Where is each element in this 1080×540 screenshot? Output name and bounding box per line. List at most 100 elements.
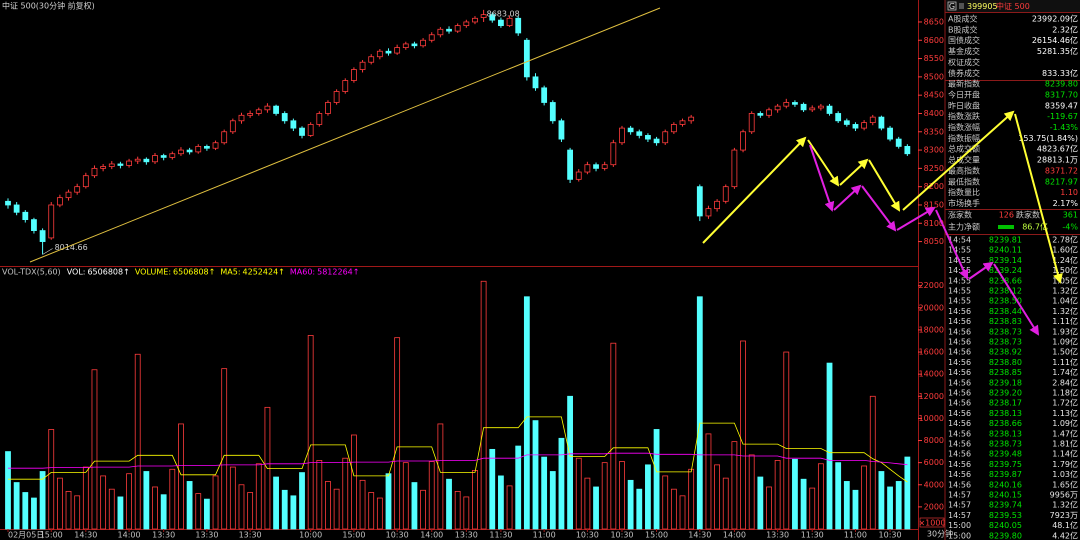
tick-price: 8239.75: [989, 460, 1022, 469]
tick-time: 14:56: [948, 348, 971, 357]
ma-line: [8, 416, 908, 483]
x-tick-label: 10:30: [610, 531, 633, 540]
tick-volume: 1.05亿: [1052, 275, 1078, 285]
chart-title: 中证 500(30分钟 前复权): [2, 1, 95, 11]
tick-price: 8239.81: [989, 236, 1022, 245]
volume-bar: [783, 351, 790, 530]
tick-time: 14:56: [948, 399, 971, 408]
legend-name: VOLUME:: [135, 268, 171, 277]
candle-body: [238, 114, 245, 122]
unit-box: [919, 517, 945, 528]
x-tick-label: 14:00: [723, 531, 746, 540]
candle-body: [359, 61, 366, 70]
decliners: 361: [1063, 211, 1078, 220]
arrow: [868, 159, 901, 212]
tick-price: 8240.15: [989, 491, 1022, 500]
tick-time: 15:00: [948, 531, 971, 540]
tick-time: 14:56: [948, 317, 971, 326]
stat-label: 最高指数: [948, 165, 980, 175]
candle-body: [108, 163, 115, 167]
candle-body: [195, 146, 202, 153]
candle-body: [31, 219, 37, 231]
stat-label: 总成交量: [948, 155, 980, 165]
x-tick-label: 10:30: [879, 531, 902, 540]
candle-body: [126, 160, 132, 166]
tick-volume: 1.11亿: [1052, 357, 1078, 367]
tick-time: 14:56: [948, 409, 971, 418]
tick-price: 8239.20: [989, 389, 1022, 398]
y-tick-label: 16000: [919, 348, 944, 357]
candle-body: [852, 124, 859, 129]
y-tick-label: 20000: [919, 303, 944, 312]
candle-body: [523, 39, 530, 78]
volume-bar: [774, 460, 781, 530]
tick-time: 14:56: [948, 378, 971, 387]
y-tick-label: 8550: [924, 54, 944, 63]
volume-bar: [498, 475, 504, 530]
volume-bar: [817, 463, 824, 530]
candle-body: [307, 124, 314, 136]
volume-bar: [178, 423, 184, 530]
candle-body: [835, 113, 842, 122]
volume-bar: [152, 486, 158, 530]
code-badge-box[interactable]: [947, 1, 957, 11]
arrow: [861, 185, 897, 232]
net-flow-label: 主力净额: [948, 222, 980, 232]
candle-body: [515, 17, 522, 34]
volume-bar: [679, 495, 686, 530]
volume-bar: [255, 463, 262, 530]
x-tick-label: 02月05日: [8, 531, 44, 540]
candle-body: [696, 186, 703, 217]
volume-bar: [13, 482, 20, 530]
candle-body: [748, 113, 755, 133]
tick-time: 14:56: [948, 419, 971, 428]
candle-body: [541, 87, 548, 103]
tick-time: 14:55: [948, 246, 971, 255]
volume-bar: [247, 492, 254, 530]
tick-price: 8239.87: [989, 470, 1022, 479]
tick-time: 14:57: [948, 491, 971, 500]
stat-value: 2.17%: [1053, 199, 1079, 208]
legend-name: MA5:: [220, 268, 240, 277]
candle-body: [134, 158, 141, 162]
tick-price: 8238.83: [989, 317, 1022, 326]
tick-volume: 2.84亿: [1052, 377, 1078, 387]
volume-bar: [653, 429, 660, 530]
x-tick-label: 14:00: [118, 531, 141, 540]
candle-body: [558, 120, 565, 140]
menu-icon[interactable]: [959, 3, 964, 9]
tick-volume: 1.11亿: [1052, 316, 1078, 326]
volume-bar: [835, 462, 842, 530]
candle-body: [411, 43, 418, 47]
volume-bar: [238, 484, 245, 530]
stat-label: A股成交: [948, 14, 977, 24]
volume-bar: [428, 461, 435, 530]
volume-bar: [48, 429, 55, 530]
x-tick-label: 14:30: [74, 531, 97, 540]
volume-bar: [800, 478, 807, 530]
y-tick-label: 6000: [924, 458, 944, 467]
candle-body: [22, 211, 29, 221]
volume-bar: [376, 497, 383, 530]
tick-volume: 9956万: [1050, 491, 1078, 500]
candle-body: [809, 107, 816, 111]
breadth-label: 涨家数: [948, 210, 972, 220]
stat-value: 8359.47: [1045, 101, 1078, 110]
volume-bar: [636, 488, 643, 530]
x-tick-label: 10:30: [386, 531, 409, 540]
volume-bar: [601, 462, 608, 530]
stat-value: 8239.80: [1045, 80, 1078, 89]
volume-bar: [610, 342, 617, 530]
candle-body: [333, 91, 340, 103]
volume-bar: [290, 495, 297, 530]
tick-time: 14:55: [948, 287, 971, 296]
stat-label: 基金成交: [948, 46, 980, 56]
y-tick-label: 8250: [924, 164, 944, 173]
tick-time: 14:56: [948, 429, 971, 438]
candle-body: [169, 153, 176, 158]
volume-bar: [549, 471, 556, 530]
candle-body: [627, 127, 634, 133]
candle-body: [56, 197, 63, 206]
ma-line: [8, 452, 908, 469]
volume-bar: [316, 460, 323, 530]
